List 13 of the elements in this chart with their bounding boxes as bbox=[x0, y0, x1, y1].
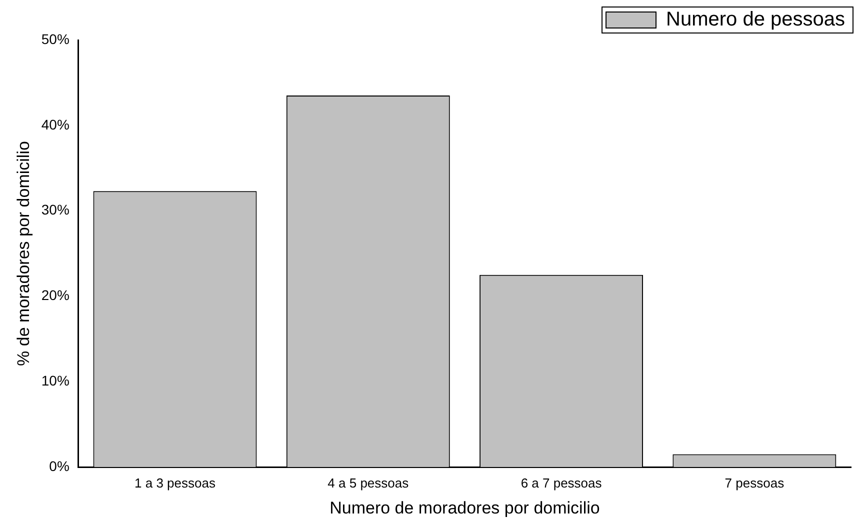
y-tick-label: 50% bbox=[41, 30, 70, 47]
x-tick-label: 7 pessoas bbox=[724, 475, 785, 490]
y-tick-label: 30% bbox=[41, 202, 70, 218]
x-tick-label: 6 a 7 pessoas bbox=[520, 475, 602, 490]
x-axis-title: Numero de moradores por domicilio bbox=[330, 498, 600, 518]
y-axis-title: % de moradores por domicilio bbox=[14, 141, 33, 366]
y-tick-label: 0% bbox=[49, 458, 70, 474]
y-tick-label: 40% bbox=[41, 116, 70, 132]
x-tick-label: 1 a 3 pessoas bbox=[134, 475, 216, 490]
x-tick-label: 4 a 5 pessoas bbox=[328, 475, 410, 490]
y-tick-label: 10% bbox=[41, 372, 70, 388]
legend-label: Numero de pessoas bbox=[666, 8, 845, 31]
y-tick-label: 20% bbox=[41, 287, 70, 304]
